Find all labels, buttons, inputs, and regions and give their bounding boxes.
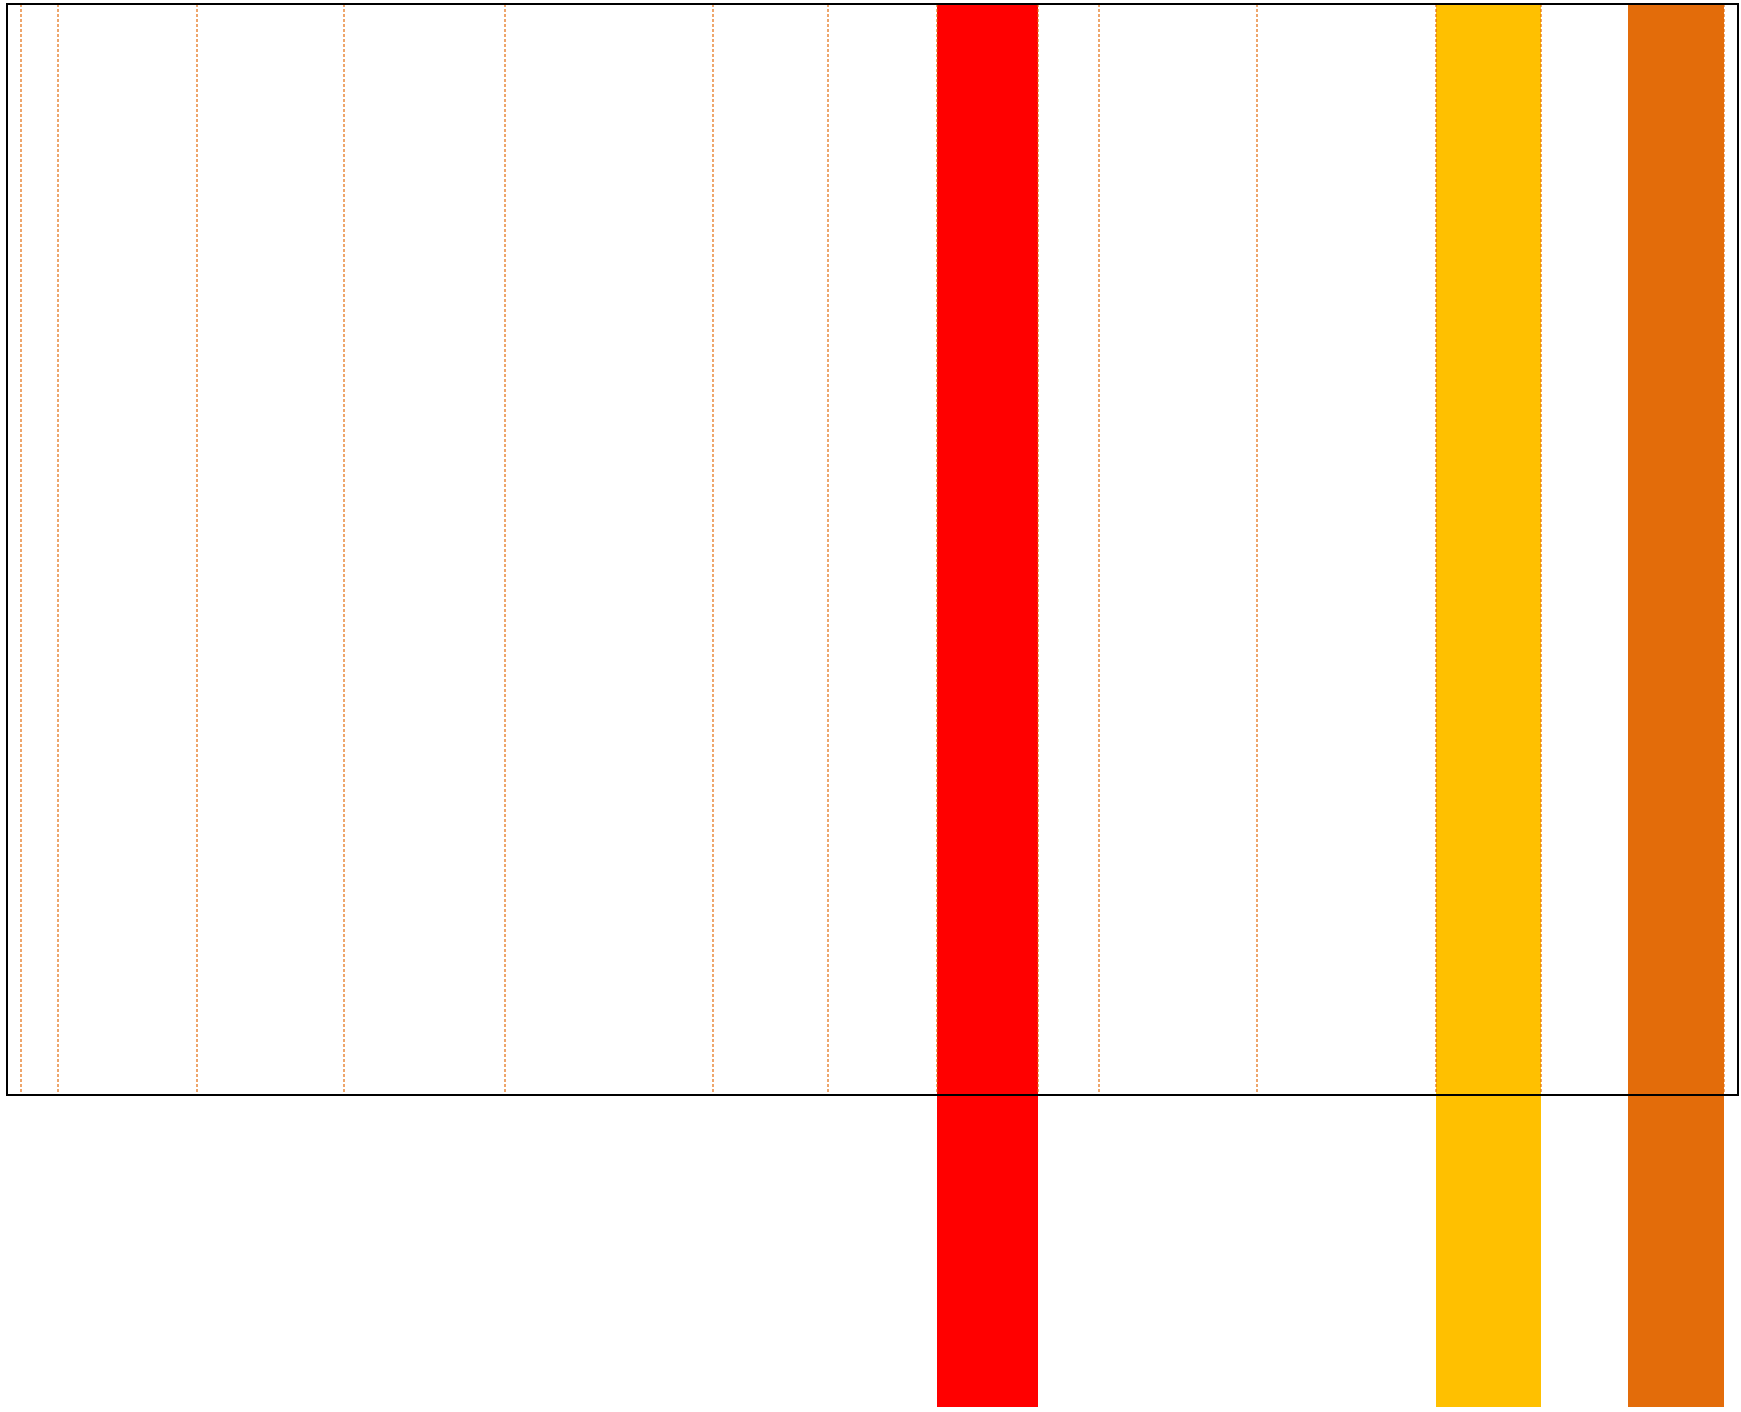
orange-band — [1628, 3, 1724, 1407]
bands-layer — [937, 3, 1724, 1407]
yellow-band — [1436, 3, 1541, 1407]
red-band — [937, 3, 1038, 1407]
